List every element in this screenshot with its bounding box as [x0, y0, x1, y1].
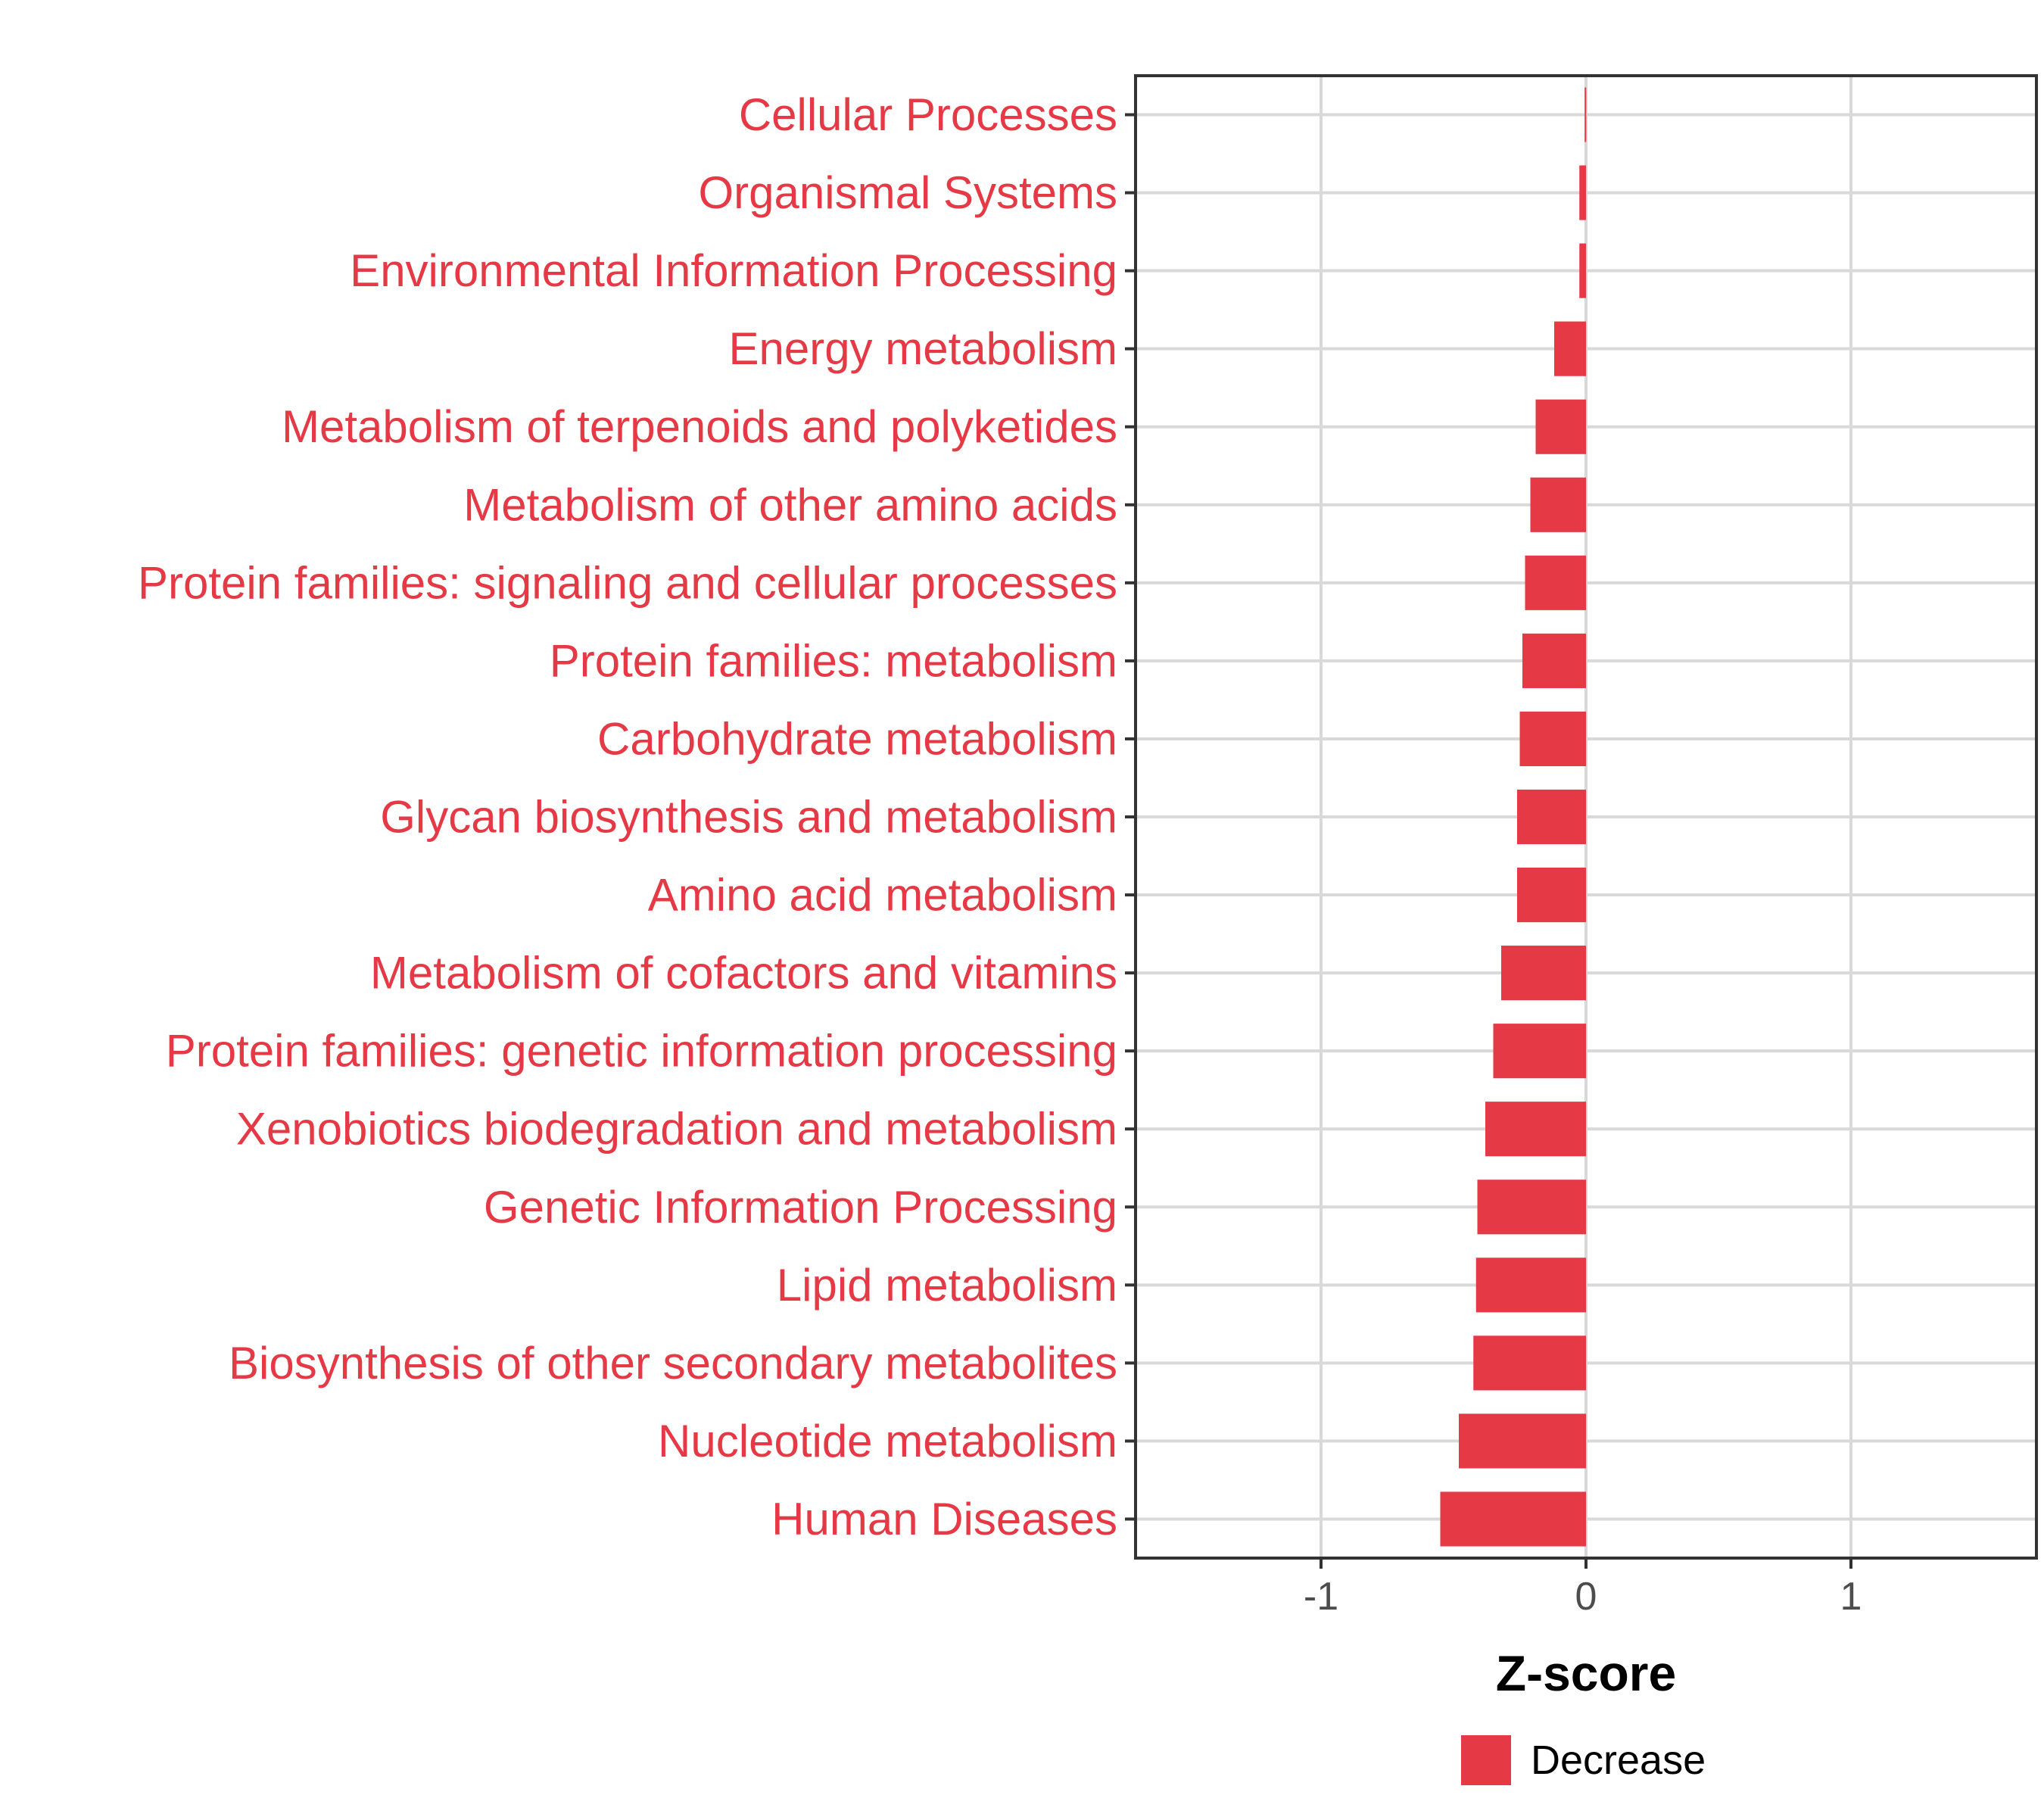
bar [1535, 399, 1586, 454]
bar [1530, 477, 1586, 532]
bar [1519, 711, 1586, 767]
category-label: Nucleotide metabolism [658, 1416, 1117, 1466]
category-label: Cellular Processes [739, 89, 1117, 140]
bar [1501, 946, 1586, 1001]
category-label: Metabolism of cofactors and vitamins [370, 948, 1117, 999]
category-label: Organismal Systems [699, 167, 1117, 218]
bar [1525, 555, 1586, 610]
bar [1493, 1024, 1586, 1079]
legend-label-decrease: Decrease [1531, 1738, 1706, 1783]
bar [1554, 321, 1586, 376]
category-label: Environmental Information Processing [350, 245, 1117, 296]
bar-layer [1440, 87, 1587, 1547]
category-label: Protein families: genetic information pr… [166, 1026, 1117, 1077]
bar [1579, 165, 1586, 220]
legend-swatch-decrease [1461, 1735, 1511, 1785]
bar [1579, 243, 1586, 298]
bar [1477, 1180, 1586, 1235]
x-axis: -1 0 1 [1125, 113, 1862, 1619]
bar [1517, 789, 1586, 845]
bar [1459, 1413, 1586, 1469]
category-label: Energy metabolism [728, 323, 1117, 374]
category-label: Biosynthesis of other secondary metaboli… [229, 1338, 1117, 1388]
category-label: Protein families: signaling and cellular… [138, 557, 1117, 608]
category-label: Carbohydrate metabolism [597, 713, 1117, 764]
category-labels: Cellular Processes Organismal Systems Envi… [138, 89, 1117, 1544]
category-label: Glycan biosynthesis and metabolism [380, 792, 1117, 843]
category-label: Lipid metabolism [777, 1260, 1117, 1311]
bar [1485, 1102, 1586, 1157]
category-label: Protein families: metabolism [550, 635, 1117, 686]
bar [1440, 1491, 1586, 1547]
category-label: Amino acid metabolism [648, 870, 1117, 921]
bar [1584, 87, 1587, 142]
x-tick-label: -1 [1304, 1575, 1338, 1619]
category-label: Metabolism of other amino acids [463, 479, 1117, 530]
legend: Decrease [1461, 1735, 1706, 1785]
category-label: Metabolism of terpenoids and polyketides [282, 401, 1117, 452]
bar [1475, 1258, 1586, 1313]
bar [1473, 1335, 1586, 1391]
category-label: Genetic Information Processing [484, 1182, 1117, 1233]
x-axis-title: Z-score [1496, 1645, 1676, 1701]
x-tick-label: 1 [1840, 1575, 1862, 1619]
panel-border [1134, 74, 2038, 1560]
category-label: Xenobiotics biodegradation and metabolis… [236, 1104, 1117, 1155]
bar [1522, 633, 1586, 688]
category-label: Human Diseases [771, 1494, 1117, 1544]
bar [1517, 867, 1586, 923]
x-tick-label: 0 [1575, 1575, 1597, 1619]
